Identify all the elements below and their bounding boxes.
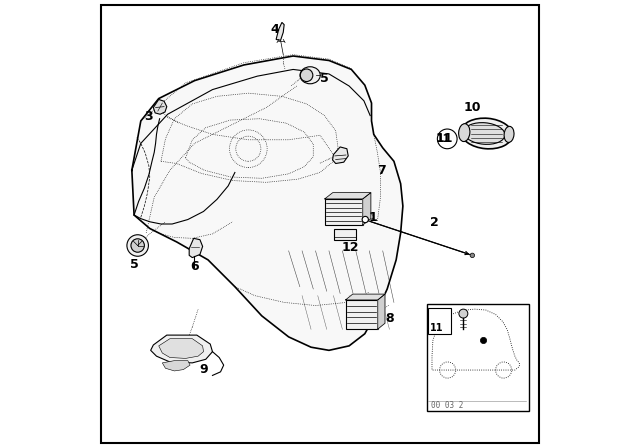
Polygon shape bbox=[159, 339, 204, 358]
Text: 3: 3 bbox=[145, 110, 153, 123]
Text: 4: 4 bbox=[271, 22, 280, 36]
Text: 11: 11 bbox=[429, 323, 444, 333]
Text: 11: 11 bbox=[435, 132, 453, 146]
Text: 10: 10 bbox=[463, 101, 481, 114]
Ellipse shape bbox=[300, 69, 313, 82]
Bar bbox=[346, 300, 378, 329]
Circle shape bbox=[362, 216, 369, 223]
Circle shape bbox=[470, 253, 475, 258]
Text: 1: 1 bbox=[369, 211, 377, 224]
Text: 7: 7 bbox=[378, 164, 386, 177]
Polygon shape bbox=[132, 56, 403, 350]
Polygon shape bbox=[276, 22, 284, 40]
Text: 2: 2 bbox=[430, 216, 438, 229]
Ellipse shape bbox=[464, 123, 505, 144]
Circle shape bbox=[481, 337, 486, 344]
Text: 00 03 2: 00 03 2 bbox=[431, 401, 464, 410]
Ellipse shape bbox=[461, 118, 513, 149]
Text: 11: 11 bbox=[437, 134, 451, 144]
Polygon shape bbox=[333, 147, 348, 164]
Polygon shape bbox=[378, 294, 385, 329]
Text: 6: 6 bbox=[190, 260, 199, 273]
Circle shape bbox=[459, 309, 468, 318]
Bar bbox=[427, 304, 529, 411]
Polygon shape bbox=[363, 193, 371, 225]
Ellipse shape bbox=[459, 124, 470, 142]
Bar bbox=[334, 229, 356, 240]
Text: 9: 9 bbox=[199, 363, 208, 376]
Text: 8: 8 bbox=[385, 311, 394, 325]
Ellipse shape bbox=[131, 239, 145, 252]
Ellipse shape bbox=[127, 235, 148, 256]
Polygon shape bbox=[150, 335, 212, 363]
Polygon shape bbox=[163, 361, 190, 371]
Text: 5: 5 bbox=[130, 258, 138, 271]
Circle shape bbox=[437, 129, 457, 149]
Ellipse shape bbox=[300, 67, 320, 84]
Polygon shape bbox=[154, 99, 167, 114]
Ellipse shape bbox=[504, 126, 514, 142]
Polygon shape bbox=[189, 238, 203, 258]
Polygon shape bbox=[346, 294, 385, 300]
Bar bbox=[324, 199, 363, 225]
Text: 5: 5 bbox=[320, 72, 329, 85]
Bar bbox=[428, 308, 451, 334]
Polygon shape bbox=[324, 193, 371, 199]
Text: 12: 12 bbox=[342, 241, 359, 254]
